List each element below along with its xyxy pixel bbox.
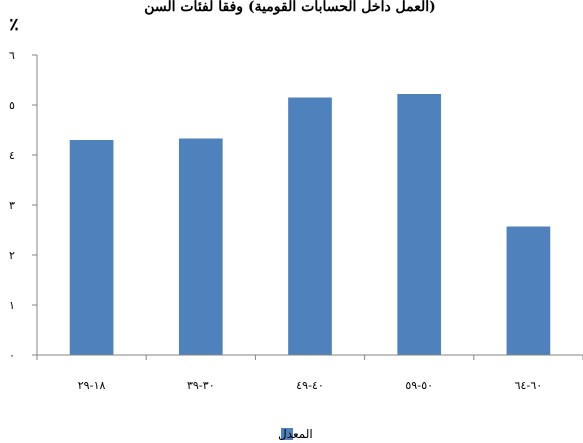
x-tick-label: ١٨-٢٩ <box>78 379 106 392</box>
legend-label: المعدل <box>278 427 313 441</box>
x-tick-label: ٦٠-٦٤ <box>515 379 543 392</box>
bar <box>178 138 223 355</box>
y-tick-label: ١ <box>9 299 15 312</box>
bar <box>397 94 442 355</box>
y-tick-label: ٢ <box>9 249 15 262</box>
bar <box>69 140 114 355</box>
y-axis-ticks: ٠ ١ ٢ ٣ ٤ ٥ ٦ <box>9 49 37 362</box>
y-tick-label: ٥ <box>9 99 15 112</box>
bar <box>506 226 551 355</box>
legend-swatch <box>281 428 293 440</box>
y-tick-label: ٠ <box>9 349 15 362</box>
legend: المعدل <box>278 427 313 441</box>
bars <box>69 94 551 355</box>
x-tick-label: ٣٠-٣٩ <box>187 379 215 392</box>
x-tick-label: ٥٠-٥٩ <box>405 379 433 392</box>
chart-title: (العمل داخل الحسابات القومية) وفقا لفئات… <box>144 0 436 15</box>
x-axis-ticks: ١٨-٢٩ ٣٠-٣٩ ٤٠-٤٩ ٥٠-٥٩ ٦٠-٦٤ <box>36 355 583 392</box>
y-tick-label: ٦ <box>9 49 15 62</box>
x-tick-label: ٤٠-٤٩ <box>296 379 324 392</box>
bar <box>288 97 332 355</box>
unit-label: ٪ <box>9 15 18 35</box>
y-tick-label: ٤ <box>9 149 15 162</box>
y-tick-label: ٣ <box>9 199 15 212</box>
